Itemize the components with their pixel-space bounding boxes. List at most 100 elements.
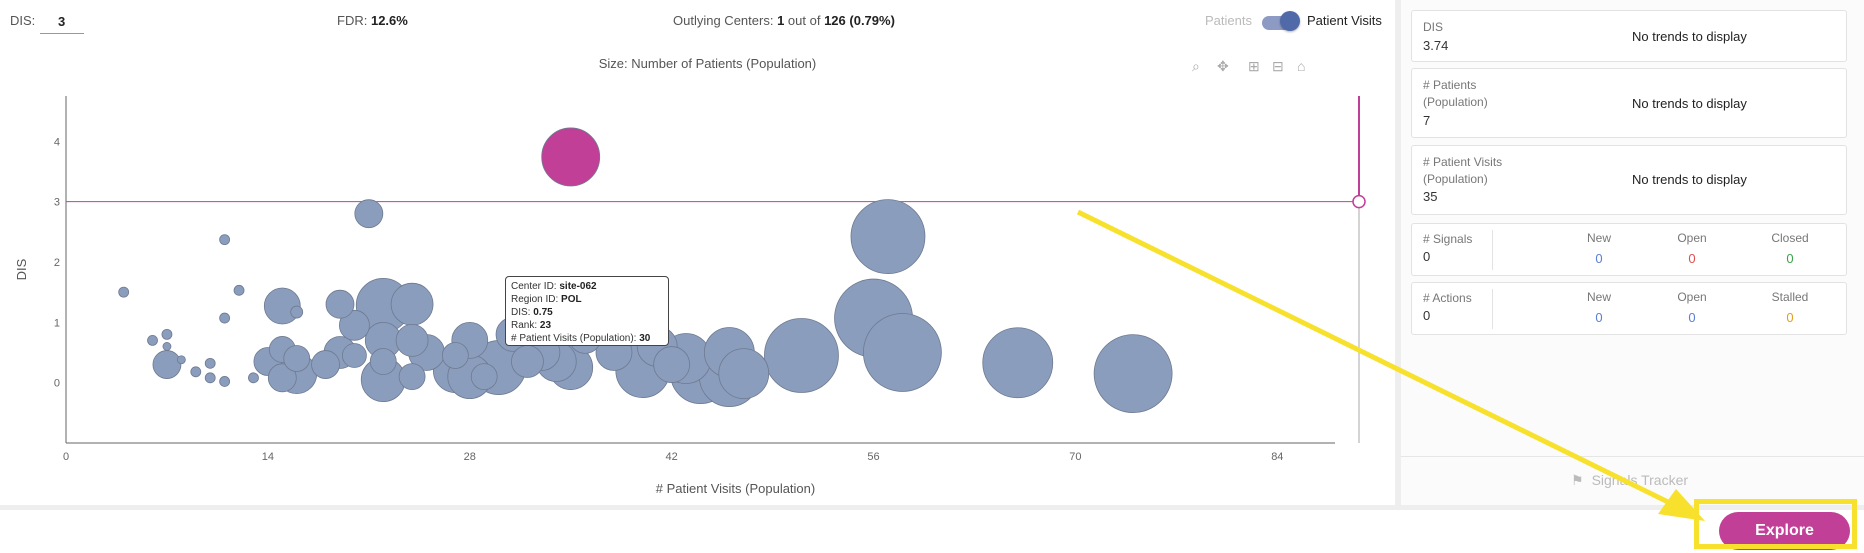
tooltip-region-value: POL: [561, 294, 582, 305]
outlying-count: 1: [777, 13, 785, 28]
footer-divider: [0, 505, 1864, 510]
zoom-out-icon[interactable]: ⊟: [1272, 58, 1284, 74]
tooltip-center-label: Center ID:: [511, 281, 557, 292]
threshold-slider-handle[interactable]: [1352, 194, 1366, 209]
center-bubble[interactable]: [219, 312, 231, 324]
y-axis-label: DIS: [14, 258, 29, 280]
center-bubble[interactable]: [850, 199, 926, 275]
tooltip-dis-label: DIS:: [511, 307, 531, 318]
actions-new-label: New: [1586, 290, 1611, 304]
center-bubble[interactable]: [325, 289, 355, 319]
center-bubble[interactable]: [395, 324, 429, 357]
patients-trend: No trends to display: [1632, 96, 1747, 111]
visits-card-sublabel: (Population): [1423, 172, 1488, 186]
toggle-label-patients[interactable]: Patients: [1205, 13, 1252, 28]
toggle-knob[interactable]: [1280, 11, 1300, 31]
dis-threshold-input[interactable]: [40, 10, 84, 34]
signals-new-label: New: [1586, 231, 1611, 245]
center-bubble[interactable]: [248, 372, 259, 384]
bubble-chart[interactable]: Size: Number of Patients (Population) 0 1 4…: [0, 46, 1395, 506]
center-bubble[interactable]: [290, 305, 304, 319]
explore-button[interactable]: Explore: [1719, 512, 1850, 550]
x-tick-label: 28: [464, 451, 476, 463]
tooltip-dis-value: 0.75: [533, 307, 553, 318]
tooltip-visits-value: 30: [639, 333, 651, 344]
signals-card-label: # Signals: [1423, 232, 1473, 246]
center-bubble[interactable]: [283, 345, 311, 372]
signals-card[interactable]: # Signals 0 New 0 Open 0 Closed 0: [1411, 223, 1847, 276]
center-bubble[interactable]: [342, 343, 367, 368]
center-bubble[interactable]: [147, 335, 158, 346]
fdr-value: 12.6%: [370, 13, 408, 28]
center-bubble[interactable]: [162, 342, 172, 351]
toggle-label-visits[interactable]: Patient Visits: [1307, 13, 1382, 28]
tooltip-rank-label: Rank:: [511, 320, 538, 331]
home-icon[interactable]: ⌂: [1297, 58, 1306, 74]
x-tick-label: 84: [1271, 451, 1283, 463]
visits-card-value: 35: [1423, 189, 1438, 204]
bubble-tooltip: Center ID: site-062 Region ID: POL DIS: …: [505, 276, 669, 346]
center-bubble[interactable]: [369, 348, 397, 375]
center-bubble[interactable]: [390, 282, 434, 326]
signals-closed: Closed 0: [1755, 231, 1825, 266]
actions-card[interactable]: # Actions 0 New 0 Open 0 Stalled 0: [1411, 282, 1847, 335]
patients-card-sublabel: (Population): [1423, 95, 1488, 109]
flag-icon: ⚑: [1571, 472, 1584, 488]
center-bubble[interactable]: [161, 328, 173, 340]
actions-new: New 0: [1564, 290, 1634, 325]
actions-separator: [1492, 289, 1493, 329]
signals-new: New 0: [1564, 231, 1634, 266]
center-bubble[interactable]: [118, 286, 130, 298]
center-bubble[interactable]: [233, 284, 245, 296]
actions-new-value: 0: [1595, 310, 1603, 325]
zoom-icon[interactable]: ⌕: [1192, 58, 1200, 74]
signals-tracker-label: Signals Tracker: [1591, 472, 1689, 488]
pan-icon[interactable]: ✥: [1217, 58, 1229, 74]
outlying-total: 126 (0.79%): [824, 13, 895, 28]
actions-stalled-value: 0: [1786, 310, 1794, 325]
center-bubble[interactable]: [470, 363, 498, 391]
center-bubble[interactable]: [339, 309, 370, 341]
zoom-in-icon[interactable]: ⊞: [1248, 58, 1260, 74]
center-bubble[interactable]: [176, 355, 186, 365]
center-bubble[interactable]: [718, 348, 770, 400]
center-bubble[interactable]: [267, 363, 297, 393]
center-bubble[interactable]: [204, 372, 216, 384]
center-bubble[interactable]: [311, 350, 340, 379]
chart-title: Size: Number of Patients (Population): [599, 56, 817, 71]
signals-tracker-link[interactable]: ⚑ Signals Tracker: [1571, 472, 1688, 489]
y-tick-label: 1: [54, 317, 60, 329]
dis-card-value: 3.74: [1423, 38, 1449, 53]
center-bubble[interactable]: [219, 376, 231, 387]
signals-open-label: Open: [1677, 231, 1707, 245]
signals-open: Open 0: [1657, 231, 1727, 266]
center-bubble[interactable]: [1093, 334, 1173, 414]
actions-stalled: Stalled 0: [1755, 290, 1825, 325]
y-tick-label: 3: [54, 197, 60, 209]
outlying-mid: out of: [787, 13, 821, 28]
center-bubble[interactable]: [441, 342, 469, 369]
tooltip-center-value: site-062: [559, 281, 597, 292]
center-bubble[interactable]: [219, 234, 231, 246]
signals-closed-label: Closed: [1771, 231, 1809, 245]
center-bubble[interactable]: [982, 327, 1054, 399]
center-details-panel: DIS 3.74 No trends to display # Patients…: [1401, 0, 1864, 505]
tooltip-visits-label: # Patient Visits (Population):: [511, 333, 637, 344]
center-bubble[interactable]: [190, 366, 202, 378]
x-tick-label: 42: [666, 451, 678, 463]
center-bubble[interactable]: [511, 345, 544, 378]
center-bubble[interactable]: [764, 318, 839, 393]
tooltip-region-label: Region ID:: [511, 294, 559, 305]
fdr-readout: FDR: 12.6%: [337, 13, 408, 28]
center-bubble[interactable]: [653, 346, 691, 383]
center-bubble[interactable]: [398, 363, 426, 391]
y-tick-label: 4: [54, 136, 60, 148]
patients-card-value: 7: [1423, 113, 1431, 128]
center-bubble[interactable]: [152, 350, 182, 379]
center-bubble[interactable]: [204, 357, 216, 369]
x-tick-label: 0: [63, 451, 69, 463]
outlier-bubble[interactable]: [541, 127, 601, 187]
center-bubble[interactable]: [354, 199, 384, 229]
panel-footer-divider: [1401, 456, 1864, 457]
center-bubble[interactable]: [862, 313, 942, 392]
